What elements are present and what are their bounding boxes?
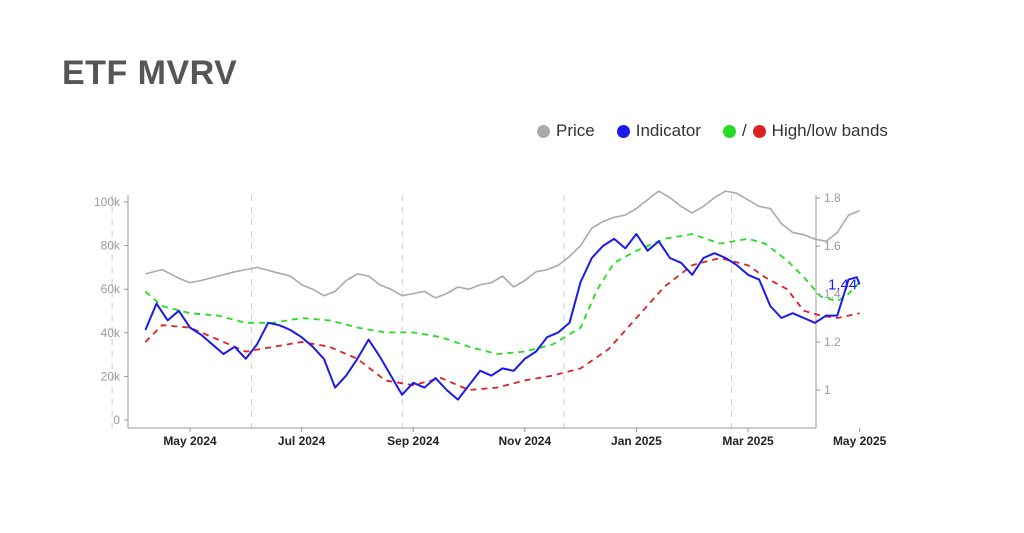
price-line <box>145 190 860 299</box>
x-tick-label: Jul 2024 <box>278 434 326 448</box>
indicator-dot-icon <box>616 124 630 138</box>
high-band-dot-icon <box>722 124 736 138</box>
last-value-label: 1.44 <box>828 276 857 293</box>
left-tick-label: 100k <box>94 195 121 209</box>
x-tick-label: May 2024 <box>163 434 217 448</box>
x-tick-label: Sep 2024 <box>387 434 439 448</box>
low-band-dot-icon <box>752 124 766 138</box>
left-tick-label: 20k <box>101 369 121 383</box>
indicator-line <box>144 233 861 401</box>
price-dot-icon <box>537 124 550 138</box>
x-tick-label: Mar 2025 <box>722 434 774 448</box>
left-tick-label: 60k <box>101 282 121 296</box>
right-tick-label: 1.4 <box>824 287 841 301</box>
legend-item-bands[interactable]: / High/low bands <box>722 121 888 141</box>
legend-label-price: Price <box>556 121 595 140</box>
x-tick-label: Jan 2025 <box>611 434 662 448</box>
left-tick-label: 40k <box>101 326 121 340</box>
legend-label-bands: High/low bands <box>771 121 888 140</box>
low-band-line <box>144 257 860 391</box>
legend: Price Indicator / High/low bands <box>537 121 888 141</box>
right-tick-label: 1.2 <box>824 335 841 349</box>
right-tick-label: 1.6 <box>824 239 841 253</box>
high-band-line <box>144 233 861 355</box>
chart-title: ETF MVRV <box>62 54 238 92</box>
left-tick-label: 80k <box>101 239 121 253</box>
left-tick-label: 0 <box>113 413 120 427</box>
legend-label-indicator: Indicator <box>635 121 701 140</box>
right-tick-label: 1.8 <box>824 191 841 205</box>
right-tick-label: 1 <box>824 383 831 397</box>
x-tick-label: May 2025 <box>833 434 887 448</box>
legend-item-indicator[interactable]: Indicator <box>616 121 701 141</box>
x-tick-label: Nov 2024 <box>498 434 551 448</box>
legend-slash: / <box>741 121 747 140</box>
legend-item-price[interactable]: Price <box>537 121 595 141</box>
